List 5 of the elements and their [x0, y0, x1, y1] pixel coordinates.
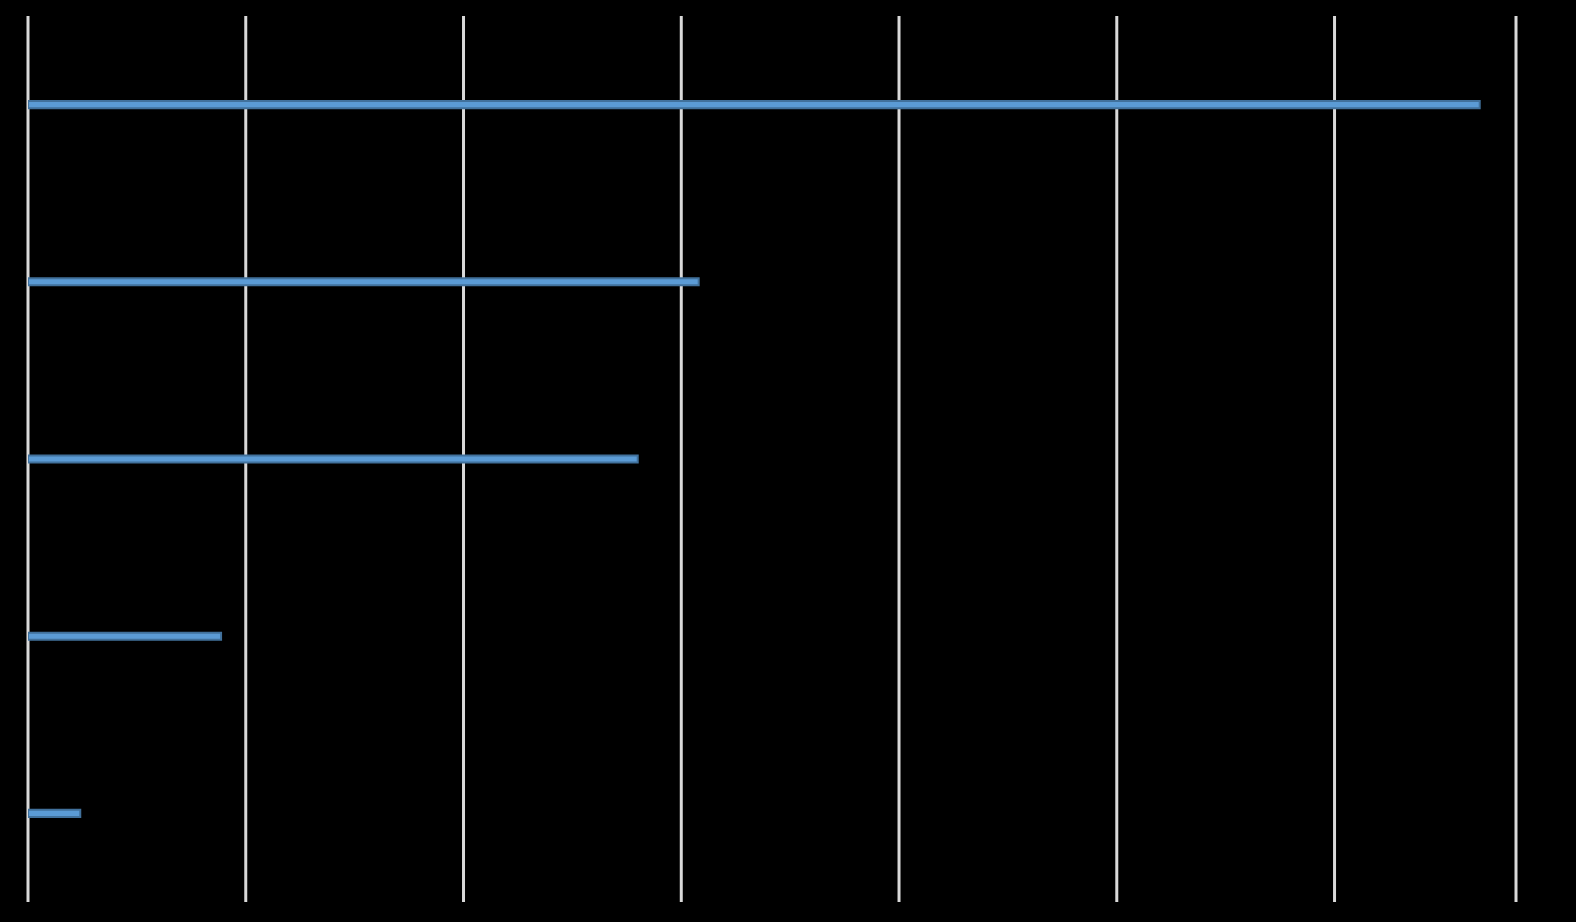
bar — [28, 631, 223, 641]
bar — [28, 454, 639, 464]
bar — [28, 277, 700, 287]
bar — [28, 808, 82, 818]
bar — [28, 100, 1481, 110]
